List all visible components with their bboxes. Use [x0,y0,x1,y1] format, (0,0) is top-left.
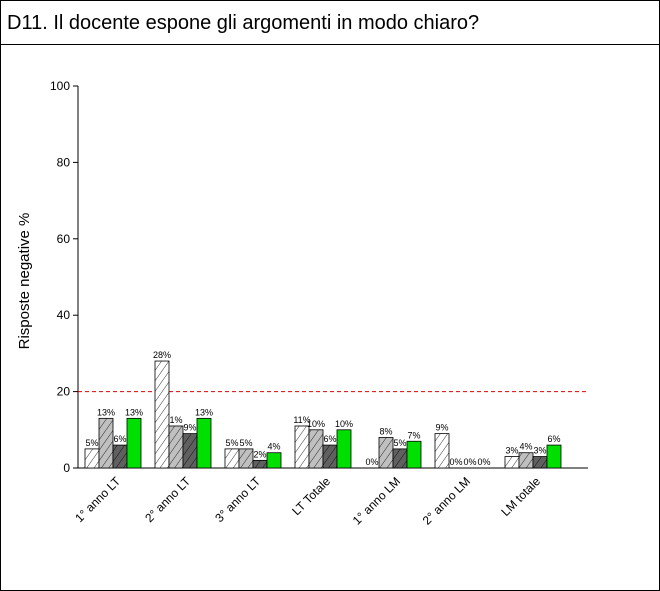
bar [126,417,142,469]
value-label: 0% [463,457,476,467]
y-tick-label: 60 [57,232,71,246]
y-tick-label: 100 [50,79,70,93]
bar-hatch [505,456,519,468]
value-label: 0% [365,457,378,467]
value-label: 1% [169,415,182,425]
x-tick-label: 1° anno LM [350,474,403,527]
value-label: 10% [335,419,353,429]
value-label: 28% [153,350,171,360]
bar [196,417,212,469]
y-tick-label: 0 [63,461,70,475]
value-label: 5% [225,438,238,448]
bar [336,429,352,469]
value-label: 0% [477,457,490,467]
bar-hatch [239,448,253,468]
bar-hatch [379,437,393,468]
bar-hatch [309,429,323,468]
value-label: 7% [407,430,420,440]
bar-hatch [169,425,183,468]
bar-hatch [225,448,239,468]
value-label: 2% [253,449,266,459]
bar-hatch [183,433,197,468]
y-axis-label: Risposte negative % [16,213,33,350]
value-label: 13% [97,407,115,417]
y-tick-label: 20 [57,385,71,399]
bar-hatch [295,425,309,468]
x-tick-label: 3° anno LT [212,474,263,525]
value-label: 8% [379,426,392,436]
value-label: 5% [239,438,252,448]
value-label: 6% [323,434,336,444]
bar-hatch [253,460,267,468]
bar [546,444,562,469]
chart: Risposte negative % 0 20 40 60 80 100 1° anno … [16,79,588,528]
bar-hatch [393,448,407,468]
bar [406,440,422,469]
chart-title: D11. Il docente espone gli argomenti in … [1,1,659,45]
x-tick-label: 2° anno LT [142,474,193,525]
value-label: 10% [307,419,325,429]
value-label: 5% [393,438,406,448]
value-label: 13% [195,407,213,417]
bar-hatch [435,433,449,468]
bar-hatch [113,445,127,468]
bar-hatch [155,361,169,468]
value-label: 5% [85,438,98,448]
x-tick-label: 1° anno LT [72,474,123,525]
x-tick-label: LM totale [498,474,543,519]
value-label: 13% [125,407,143,417]
x-tick-label: 2° anno LM [420,474,473,527]
value-label: 4% [519,442,532,452]
bar-hatch [533,456,547,468]
bar-hatch [85,448,99,468]
value-label: 9% [183,423,196,433]
value-label: 3% [505,446,518,456]
bar-hatch [519,452,533,468]
bar [266,452,282,469]
y-tick-label: 40 [57,308,71,322]
value-label: 3% [533,446,546,456]
value-label: 6% [547,434,560,444]
value-label: 4% [267,442,280,452]
y-tick-label: 80 [57,155,71,169]
value-label: 11% [293,415,310,425]
value-label: 0% [449,457,462,467]
x-tick-label: LT Totale [289,474,333,518]
value-label: 9% [435,423,448,433]
bar-hatch [323,445,337,468]
bar-hatch [99,418,113,468]
value-label: 6% [113,434,126,444]
